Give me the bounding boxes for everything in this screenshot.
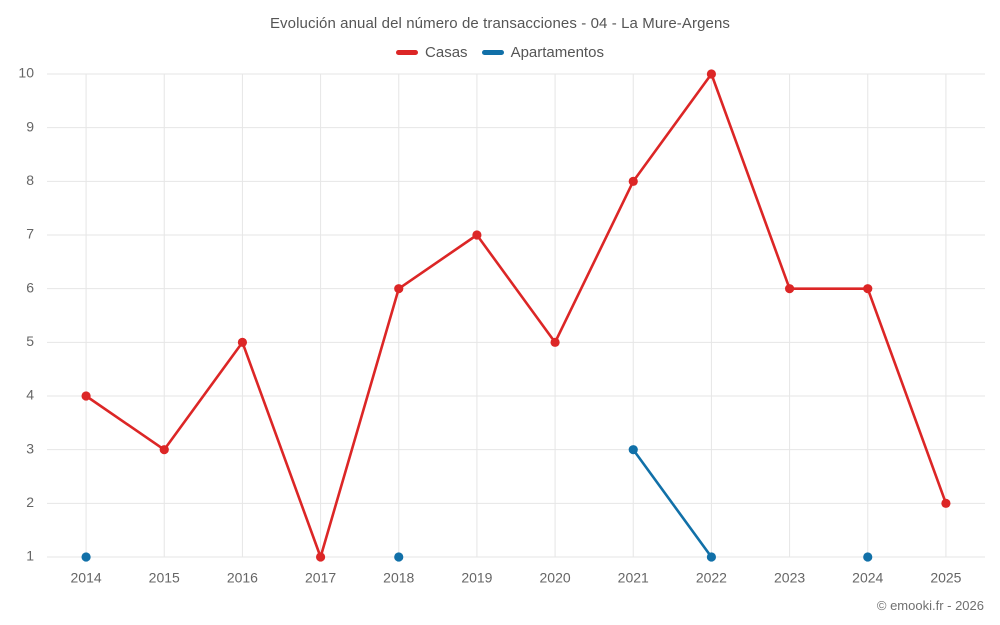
x-axis-tick-label: 2020 bbox=[540, 569, 571, 585]
data-point[interactable] bbox=[472, 230, 482, 240]
y-axis-tick-label: 10 bbox=[18, 65, 34, 81]
footer-credit: © emooki.fr - 2026 bbox=[876, 598, 984, 613]
legend-label-casas: Casas bbox=[425, 44, 468, 61]
x-axis-tick-label: 2016 bbox=[227, 569, 258, 585]
x-axis-tick-label: 2025 bbox=[930, 569, 961, 585]
x-axis-ticks: 2014 2015 2016 2017 2018 2019 2020 2021 2022 2023… bbox=[71, 569, 962, 585]
data-point[interactable] bbox=[706, 69, 717, 79]
y-axis-tick-label: 8 bbox=[26, 172, 34, 188]
y-axis-tick-label: 3 bbox=[26, 440, 34, 456]
data-point[interactable] bbox=[394, 284, 404, 294]
x-axis-tick-label: 2021 bbox=[618, 569, 649, 585]
x-axis-tick-label: 2023 bbox=[774, 569, 805, 585]
y-axis-tick-label: 4 bbox=[26, 387, 34, 403]
x-axis-tick-label: 2022 bbox=[696, 569, 727, 585]
legend-swatch-casas-icon bbox=[396, 50, 419, 55]
data-point[interactable] bbox=[159, 445, 169, 455]
y-axis-tick-label: 5 bbox=[26, 333, 34, 349]
x-axis-tick-label: 2018 bbox=[383, 569, 414, 585]
series-line bbox=[84, 72, 948, 559]
legend-item-apartamentos[interactable]: Apartamentos bbox=[481, 44, 604, 61]
data-series bbox=[81, 69, 951, 562]
y-axis-tick-label: 1 bbox=[26, 548, 34, 564]
data-point[interactable] bbox=[628, 445, 638, 455]
chart-title: Evolución anual del número de transaccio… bbox=[269, 15, 731, 32]
data-point[interactable] bbox=[863, 284, 873, 294]
chart-legend: Casas Apartamentos bbox=[0, 44, 1000, 61]
data-point[interactable] bbox=[550, 337, 560, 347]
series-line bbox=[631, 448, 713, 559]
legend-item-casas[interactable]: Casas bbox=[396, 44, 468, 61]
series-casas bbox=[81, 69, 951, 562]
y-axis-tick-label: 7 bbox=[26, 226, 34, 242]
y-axis-tick-label: 2 bbox=[26, 494, 34, 510]
data-point[interactable] bbox=[628, 176, 638, 186]
legend-label-apartamentos: Apartamentos bbox=[510, 44, 604, 61]
data-point[interactable] bbox=[941, 498, 951, 508]
data-point[interactable] bbox=[784, 284, 795, 294]
data-point[interactable] bbox=[315, 552, 326, 562]
series-apartamentos bbox=[81, 445, 873, 562]
y-axis-tick-label: 9 bbox=[26, 118, 34, 134]
x-axis-tick-label: 2014 bbox=[71, 569, 102, 585]
x-axis-tick-label: 2017 bbox=[305, 569, 336, 585]
y-axis-tick-label: 6 bbox=[26, 279, 34, 295]
y-axis-ticks: 1 2 3 4 5 6 7 8 9 10 bbox=[18, 65, 34, 564]
data-point[interactable] bbox=[237, 337, 248, 347]
data-point[interactable] bbox=[81, 552, 91, 562]
data-point[interactable] bbox=[863, 552, 873, 562]
grid-lines bbox=[47, 73, 985, 558]
data-point[interactable] bbox=[706, 552, 717, 562]
x-axis-tick-label: 2024 bbox=[852, 569, 883, 585]
legend-swatch-apartamentos-icon bbox=[481, 50, 504, 55]
data-point[interactable] bbox=[394, 552, 404, 562]
data-point[interactable] bbox=[81, 391, 91, 401]
x-axis-tick-label: 2019 bbox=[461, 569, 492, 585]
x-axis-tick-label: 2015 bbox=[149, 569, 180, 585]
